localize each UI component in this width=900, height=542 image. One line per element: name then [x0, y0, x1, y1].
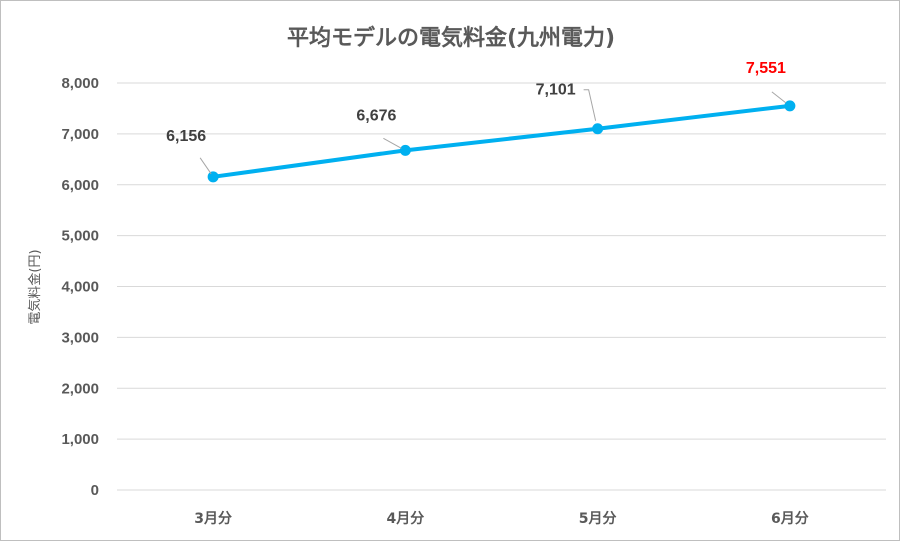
data-point — [784, 100, 796, 112]
y-tick-label: 7,000 — [61, 126, 99, 143]
x-tick-label: 5月分 — [579, 511, 617, 527]
x-axis-ticks: 3月分 4月分 5月分 6月分 — [194, 511, 809, 527]
y-tick-label: 1,000 — [61, 431, 99, 448]
data-label: 6,676 — [356, 107, 396, 124]
data-label-leader — [583, 89, 597, 121]
y-tick-label: 2,000 — [61, 380, 99, 397]
data-point — [399, 144, 411, 156]
y-tick-label: 0 — [91, 482, 99, 499]
data-labels: 6,156 6,676 7,101 7,551 — [166, 60, 787, 175]
data-label: 7,101 — [536, 82, 576, 99]
y-tick-label: 6,000 — [61, 177, 99, 194]
x-tick-label: 4月分 — [387, 511, 425, 527]
y-tick-label: 3,000 — [61, 329, 99, 346]
series-layer — [207, 100, 796, 183]
data-label-leader — [199, 157, 212, 175]
data-label: 7,551 — [746, 60, 786, 77]
data-point — [207, 171, 219, 183]
y-tick-label: 4,000 — [61, 279, 99, 296]
y-tick-label: 8,000 — [61, 75, 99, 92]
y-tick-label: 5,000 — [61, 228, 99, 245]
y-axis-label: 電気料金(円) — [27, 249, 43, 324]
data-point — [592, 123, 604, 135]
data-label-leader — [771, 91, 787, 104]
y-axis-ticks: 0 1,000 2,000 3,000 4,000 5,000 6,000 7,000 8,00… — [61, 75, 99, 499]
series-line — [211, 103, 792, 179]
x-tick-label: 3月分 — [194, 511, 232, 527]
chart-title: 平均モデルの電気料金(九州電力) — [287, 25, 615, 51]
data-label-leader — [383, 137, 402, 149]
gridlines — [117, 82, 886, 491]
x-tick-label: 6月分 — [771, 511, 809, 527]
data-label: 6,156 — [166, 128, 206, 145]
